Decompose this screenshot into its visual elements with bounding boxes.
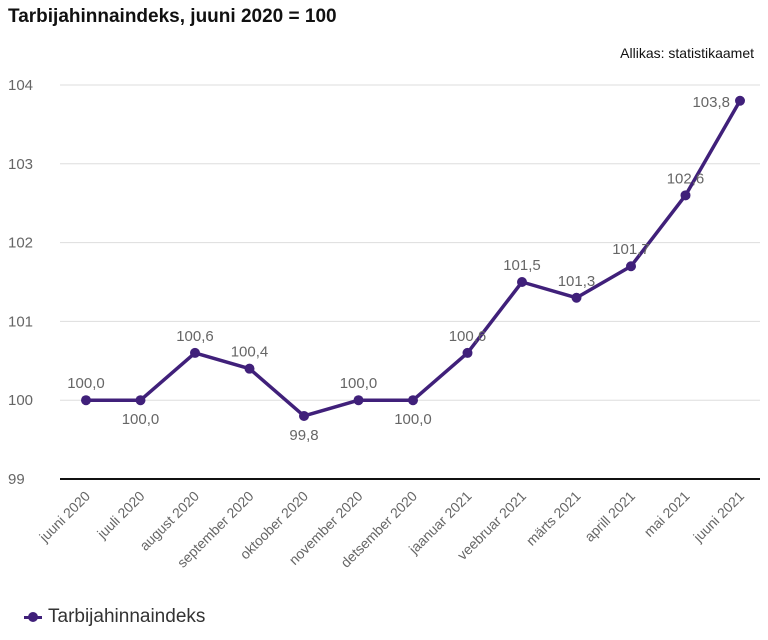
data-point [735, 95, 745, 106]
data-labels: 100,0 100,0 100,6 100,4 99,8 100,0 100,0 100,6 1… [67, 94, 730, 444]
data-point [190, 347, 200, 358]
data-point [353, 395, 364, 406]
data-label: 100,6 [449, 328, 487, 345]
y-tick-label: 103 [8, 156, 33, 173]
source-note: Allikas: statistikaamet [620, 45, 754, 61]
data-point [81, 395, 91, 406]
data-point [135, 395, 146, 406]
line-chart: 99 100 101 102 103 104 juuni 2020 juuli 2020au… [8, 77, 760, 571]
data-point [517, 277, 527, 287]
data-point [571, 292, 582, 303]
data-point [462, 347, 473, 358]
legend-label: Tarbijahinnaindeks [48, 606, 206, 627]
data-label: 100,0 [122, 411, 160, 428]
data-point [680, 190, 691, 201]
data-point [626, 261, 636, 272]
series-line [86, 99, 742, 418]
data-label: 100,0 [340, 375, 378, 392]
data-label: 101,5 [503, 257, 541, 274]
data-label: 100,0 [394, 411, 432, 428]
y-tick-label: 104 [8, 77, 33, 94]
data-label: 100,6 [176, 328, 214, 345]
data-points [81, 95, 745, 421]
data-point [244, 363, 255, 374]
data-point [408, 395, 418, 406]
x-tick-label: aprill 2021 [581, 488, 638, 545]
legend: Tarbijahinnaindeks [24, 606, 205, 628]
x-tick-label: juuli 2020 [93, 488, 148, 543]
x-tick-label: juuni 2021 [689, 488, 747, 546]
data-label: 102,6 [667, 170, 705, 187]
data-label: 100,4 [231, 344, 269, 361]
y-tick-labels: 99 100 101 102 103 104 [8, 77, 33, 488]
y-tick-label: 102 [8, 235, 33, 252]
grid-lines [60, 84, 760, 480]
data-label: 103,8 [692, 94, 730, 111]
chart-title: Tarbijahinnaindeks, juuni 2020 = 100 [8, 6, 337, 27]
line-marker-icon [24, 610, 42, 624]
data-label: 101,7 [612, 241, 650, 258]
y-tick-label: 100 [8, 392, 33, 409]
y-tick-label: 99 [8, 471, 25, 488]
x-tick-label: juuni 2020 [35, 488, 93, 546]
data-label: 101,3 [558, 273, 596, 290]
series-line-path [86, 99, 742, 418]
data-point [299, 410, 309, 421]
x-tick-label: mai 2021 [641, 488, 693, 540]
x-tick-label: märts 2021 [523, 488, 584, 549]
y-tick-label: 101 [8, 313, 33, 330]
data-label: 99,8 [289, 427, 318, 444]
data-label: 100,0 [67, 375, 105, 392]
